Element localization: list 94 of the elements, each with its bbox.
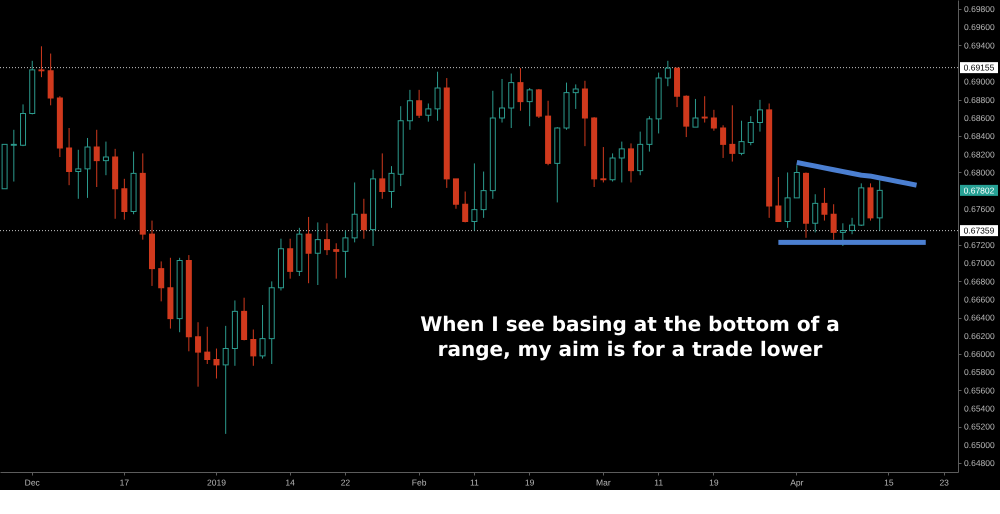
x-tick-label: 17 [120, 478, 130, 488]
x-tick-label: 23 [939, 478, 950, 488]
y-tick-label: 0.65600 [964, 385, 995, 396]
candlestick [342, 230, 348, 278]
candlestick [416, 89, 422, 118]
x-tick-label: Dec [24, 478, 41, 488]
x-tick-label: Mar [596, 478, 611, 488]
y-tick-label: 0.69400 [964, 40, 995, 50]
candlestick [306, 216, 312, 284]
x-tick-label: 15 [884, 478, 894, 488]
candlestick [775, 176, 782, 222]
x-tick-label: 22 [340, 478, 350, 488]
y-tick-label: 0.67000 [964, 258, 995, 268]
y-tick-label: 0.68800 [964, 94, 995, 105]
candlestick [720, 124, 726, 158]
candlestick [425, 102, 432, 122]
x-tick-label: 19 [524, 478, 535, 488]
candlestick [360, 198, 367, 240]
x-tick-label: 11 [654, 478, 664, 488]
candlestick [738, 120, 745, 156]
candlestick [821, 187, 828, 222]
y-tick-label: 0.68400 [964, 131, 995, 142]
x-tick-label: 11 [470, 478, 480, 488]
y-tick-label: 0.67600 [964, 204, 995, 214]
x-tick-label: 14 [285, 478, 296, 488]
candlestick [702, 96, 708, 124]
candlestick [784, 172, 791, 228]
candlestick [38, 46, 44, 78]
candlestick [75, 149, 82, 200]
candlestick [692, 98, 698, 128]
y-tick-label: 0.68600 [964, 113, 995, 123]
candlestick [572, 84, 579, 110]
candlestick [812, 194, 818, 233]
candlestick [84, 137, 91, 198]
candlestick [314, 222, 321, 286]
y-tick-label: 0.69800 [964, 4, 995, 14]
x-tick-label: 19 [709, 478, 719, 488]
candlestick [222, 325, 229, 434]
y-tick-label: 0.67200 [964, 240, 995, 250]
y-tick-label: 0.68200 [964, 149, 995, 160]
y-tick-label: 0.68000 [964, 167, 995, 178]
candlestick [664, 60, 671, 87]
y-tick-label: 0.66400 [964, 312, 995, 323]
x-tick-label: 2019 [207, 478, 226, 488]
y-tick-label: 0.66800 [964, 276, 995, 286]
y-tick-label: 0.65800 [964, 367, 995, 378]
x-tick-label: Apr [790, 478, 804, 488]
candlestick [756, 99, 763, 132]
y-tick-label: 0.66000 [964, 349, 995, 359]
candlestick [324, 222, 330, 256]
candlestick [121, 178, 128, 220]
candlestick [499, 78, 506, 124]
y-tick-label: 0.66200 [964, 330, 995, 341]
x-tick-label: Feb [412, 478, 427, 488]
candlestick [830, 204, 837, 240]
candlestick [434, 71, 441, 122]
candlestick [628, 142, 634, 183]
text: 0.67802 [964, 185, 995, 196]
y-tick-label: 0.69600 [964, 22, 995, 32]
ref-line-label: 0.67359 [964, 226, 995, 236]
candlestick [379, 152, 386, 200]
ref-line-label: 0.69155 [964, 62, 995, 73]
candlestick [388, 166, 394, 208]
candlestick [526, 88, 533, 127]
candlestick [462, 191, 468, 223]
candlestick [287, 238, 294, 280]
candlestick [618, 141, 625, 183]
candlestick [406, 89, 413, 130]
y-tick-label: 0.65000 [964, 440, 995, 450]
candlestick [471, 162, 478, 232]
candlestick [748, 116, 754, 146]
candlestick [849, 217, 856, 235]
candlestick [195, 322, 202, 388]
candlestick [66, 127, 72, 186]
candlestick [102, 141, 109, 176]
candlestick [610, 152, 616, 182]
candlestick [710, 109, 717, 132]
candlestick [729, 104, 736, 162]
y-tick-label: 0.65200 [964, 422, 995, 432]
y-tick-label: 0.66600 [964, 294, 995, 305]
annotation: When I see basing at the bottom of a range, my aim is for a trade lower [420, 312, 840, 361]
y-tick-label: 0.69000 [964, 76, 995, 87]
candlestick [480, 171, 487, 218]
candlestick [260, 304, 266, 360]
candlestick [158, 260, 164, 302]
candlestick [94, 129, 100, 188]
y-tick-label: 0.64800 [964, 458, 995, 468]
candlestick [204, 326, 210, 364]
candlestick [250, 328, 256, 366]
candlestick [517, 68, 524, 112]
y-tick-label: 0.65400 [964, 403, 995, 414]
candlestick [333, 242, 340, 280]
candlestick [213, 348, 220, 380]
candlestick [352, 182, 358, 243]
